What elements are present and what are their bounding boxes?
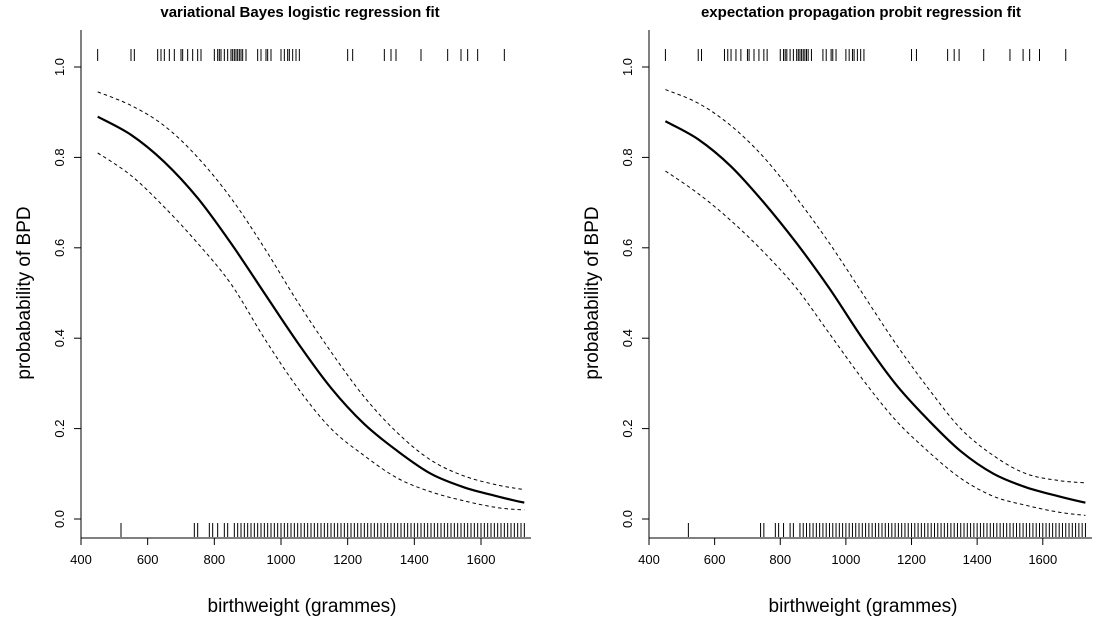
x-tick-label: 600 <box>137 552 159 567</box>
x-tick-label: 1400 <box>963 552 992 567</box>
y-axis-label: probabability of BPD <box>582 206 603 379</box>
y-tick-label: 0.0 <box>52 510 67 528</box>
x-tick-label: 1600 <box>467 552 496 567</box>
panel-vb-logistic: variational Bayes logistic regression fi… <box>14 4 531 617</box>
x-tick-label: 600 <box>704 552 726 567</box>
x-tick-label: 1000 <box>831 552 860 567</box>
x-tick-label: 800 <box>203 552 225 567</box>
y-tick-label: 0.2 <box>620 420 635 438</box>
panel-title: variational Bayes logistic regression fi… <box>160 4 439 21</box>
y-tick-label: 0.8 <box>52 148 67 166</box>
x-axis-label: birthweight (grammes) <box>208 596 397 617</box>
y-tick-label: 0.6 <box>620 239 635 257</box>
y-axis-label: probabability of BPD <box>14 206 35 379</box>
y-tick-label: 1.0 <box>52 58 67 76</box>
x-tick-label: 1600 <box>1028 552 1057 567</box>
y-tick-label: 1.0 <box>620 58 635 76</box>
x-tick-label: 1200 <box>897 552 926 567</box>
x-axis-label: birthweight (grammes) <box>769 596 958 617</box>
x-tick-label: 1400 <box>400 552 429 567</box>
ci-upper-curve <box>97 91 525 491</box>
ci-lower-curve <box>665 170 1086 516</box>
x-tick-label: 1200 <box>333 552 362 567</box>
x-tick-label: 800 <box>769 552 791 567</box>
y-tick-label: 0.8 <box>620 148 635 166</box>
y-tick-label: 0.2 <box>52 420 67 438</box>
x-tick-label: 1000 <box>267 552 296 567</box>
x-tick-label: 400 <box>70 552 92 567</box>
ci-upper-curve <box>665 89 1086 484</box>
y-tick-label: 0.4 <box>52 329 67 347</box>
panel-ep-probit: expectation propagation probit regressio… <box>582 4 1092 617</box>
ci-lower-curve <box>97 152 525 511</box>
y-tick-label: 0.4 <box>620 329 635 347</box>
y-tick-label: 0.0 <box>620 510 635 528</box>
fit-curve <box>97 115 525 504</box>
y-tick-label: 0.6 <box>52 239 67 257</box>
fit-curve <box>664 120 1086 504</box>
x-tick-label: 400 <box>638 552 660 567</box>
panel-title: expectation propagation probit regressio… <box>701 4 1021 21</box>
